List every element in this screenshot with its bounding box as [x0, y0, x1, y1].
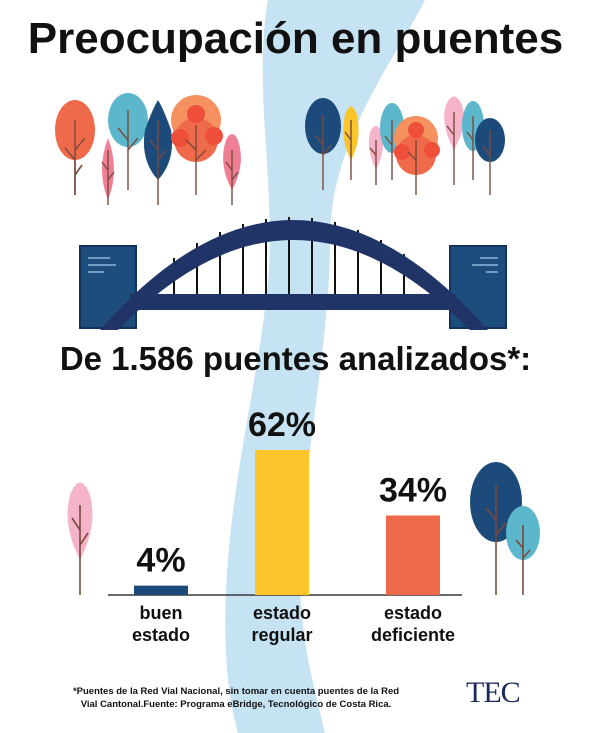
value-label-0: 4%: [136, 542, 185, 580]
bar-2: [386, 515, 440, 595]
tree-icon: [143, 100, 173, 205]
bridge-arch: [100, 220, 488, 330]
page-subtitle: De 1.586 puentes analizados*:: [59, 340, 532, 377]
category-label-0-line-1: estado: [132, 625, 190, 645]
value-label-1: 62%: [248, 406, 316, 444]
category-label-1-line-1: regular: [251, 625, 312, 645]
tree-icon: [305, 98, 341, 190]
tree-icon: [108, 93, 148, 190]
tree-icon: [444, 96, 464, 185]
tree-icon: [506, 506, 540, 595]
tree-icon: [475, 118, 505, 195]
bar-1: [255, 450, 309, 595]
arch-bridge-illustration: [79, 217, 507, 330]
bar-0: [134, 585, 188, 595]
bar-chart: 4%62%34% buenestadoestadoregularestadode…: [108, 406, 462, 645]
category-label-2-line-1: deficiente: [371, 625, 455, 645]
category-label-1-line-0: estado: [253, 603, 311, 623]
tree-group-right: [305, 96, 505, 195]
tree-icon: [171, 95, 223, 195]
tree-icon: [343, 106, 359, 180]
footnote: *Puentes de la Red Vial Nacional, sin to…: [36, 685, 436, 711]
tree-icon: [67, 482, 93, 595]
bridge-deck: [130, 294, 456, 310]
value-label-2: 34%: [379, 471, 447, 509]
footnote-line-2: Vial Cantonal.Fuente: Programa eBridge, …: [80, 699, 392, 710]
tree-icon: [101, 138, 115, 205]
tree-icon: [223, 134, 241, 205]
tree-icon: [368, 126, 384, 185]
tec-logo: TEC: [466, 676, 521, 709]
footnote-line-1: *Puentes de la Red Vial Nacional, sin to…: [72, 686, 400, 697]
category-label-2-line-0: estado: [384, 603, 442, 623]
tree-group-left: [55, 93, 241, 205]
page-title: Preocupación en puentes: [27, 14, 564, 63]
tree-icon: [394, 116, 440, 195]
tree-icon: [55, 100, 95, 195]
category-label-0-line-0: buen: [140, 603, 183, 623]
